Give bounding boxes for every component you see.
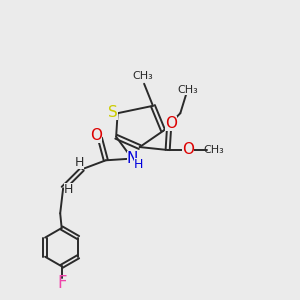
Text: H: H (75, 156, 84, 169)
Text: N: N (127, 151, 138, 166)
Text: CH₃: CH₃ (177, 85, 198, 94)
Text: S: S (108, 105, 118, 120)
Text: O: O (182, 142, 194, 157)
Text: CH₃: CH₃ (203, 145, 224, 155)
Text: O: O (166, 116, 178, 131)
Text: O: O (90, 128, 102, 143)
Text: F: F (57, 274, 66, 292)
Text: H: H (64, 183, 73, 196)
Text: H: H (134, 158, 143, 171)
Text: CH₃: CH₃ (132, 71, 153, 81)
